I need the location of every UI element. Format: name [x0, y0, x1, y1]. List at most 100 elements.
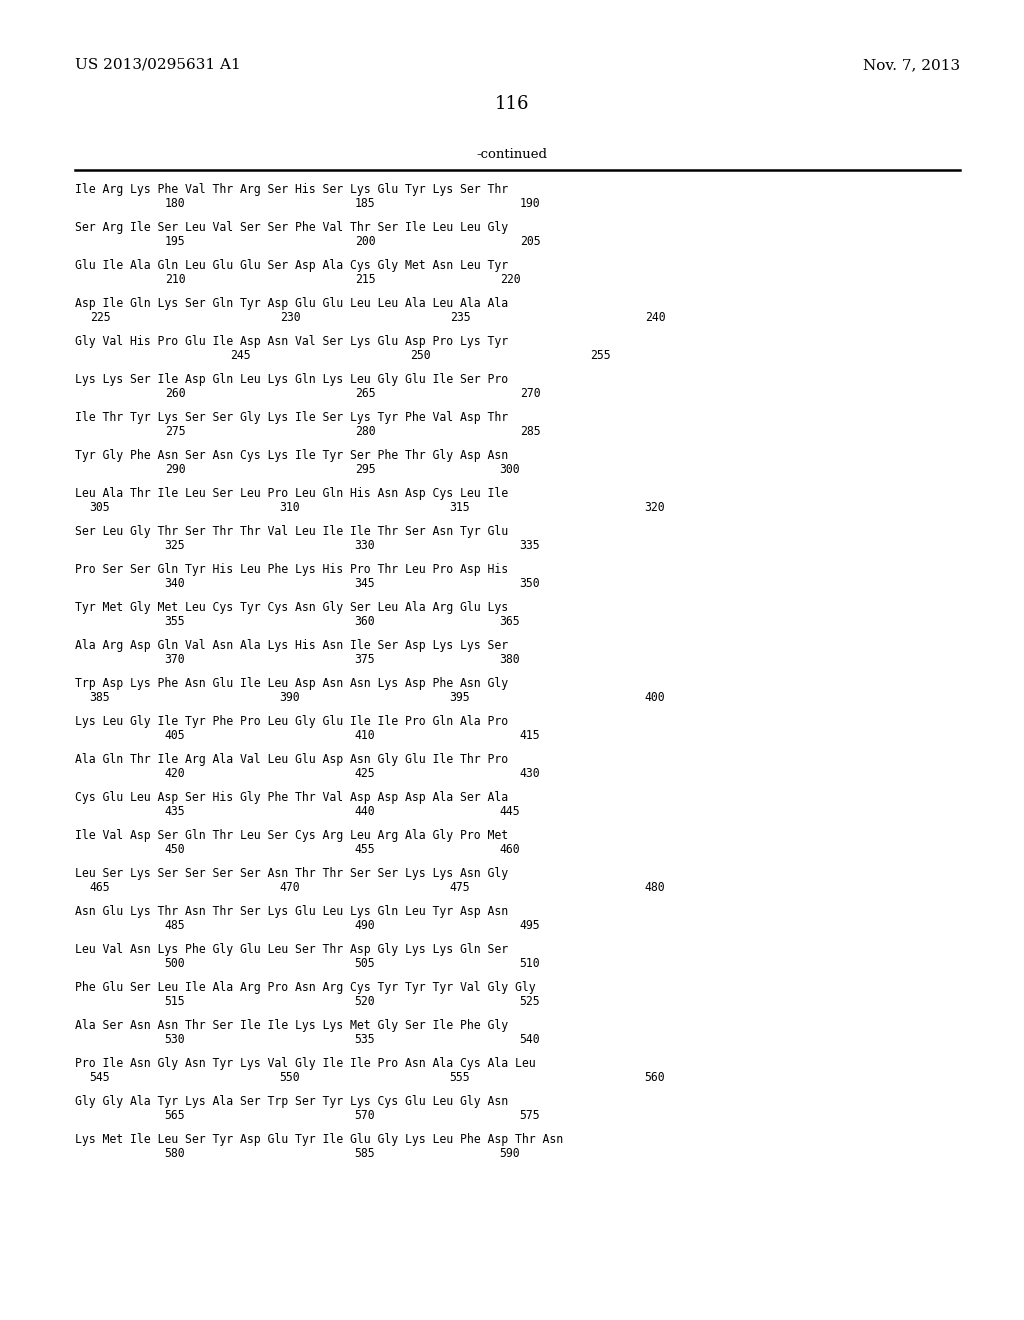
Text: 200: 200: [354, 235, 376, 248]
Text: Ala Arg Asp Gln Val Asn Ala Lys His Asn Ile Ser Asp Lys Lys Ser: Ala Arg Asp Gln Val Asn Ala Lys His Asn …: [75, 639, 508, 652]
Text: 215: 215: [354, 273, 376, 286]
Text: Gly Gly Ala Tyr Lys Ala Ser Trp Ser Tyr Lys Cys Glu Leu Gly Asn: Gly Gly Ala Tyr Lys Ala Ser Trp Ser Tyr …: [75, 1096, 508, 1107]
Text: Nov. 7, 2013: Nov. 7, 2013: [863, 58, 961, 73]
Text: 495: 495: [520, 919, 541, 932]
Text: Ser Leu Gly Thr Ser Thr Thr Val Leu Ile Ile Thr Ser Asn Tyr Glu: Ser Leu Gly Thr Ser Thr Thr Val Leu Ile …: [75, 525, 508, 539]
Text: -continued: -continued: [476, 148, 548, 161]
Text: 370: 370: [165, 653, 185, 667]
Text: 355: 355: [165, 615, 185, 628]
Text: 280: 280: [354, 425, 376, 438]
Text: 350: 350: [520, 577, 541, 590]
Text: 290: 290: [165, 463, 185, 477]
Text: Lys Met Ile Leu Ser Tyr Asp Glu Tyr Ile Glu Gly Lys Leu Phe Asp Thr Asn: Lys Met Ile Leu Ser Tyr Asp Glu Tyr Ile …: [75, 1133, 563, 1146]
Text: 395: 395: [450, 690, 470, 704]
Text: 440: 440: [354, 805, 376, 818]
Text: Ala Gln Thr Ile Arg Ala Val Leu Glu Asp Asn Gly Glu Ile Thr Pro: Ala Gln Thr Ile Arg Ala Val Leu Glu Asp …: [75, 752, 508, 766]
Text: Leu Ala Thr Ile Leu Ser Leu Pro Leu Gln His Asn Asp Cys Leu Ile: Leu Ala Thr Ile Leu Ser Leu Pro Leu Gln …: [75, 487, 508, 500]
Text: 230: 230: [280, 312, 300, 323]
Text: 380: 380: [500, 653, 520, 667]
Text: 535: 535: [354, 1034, 376, 1045]
Text: 340: 340: [165, 577, 185, 590]
Text: 180: 180: [165, 197, 185, 210]
Text: 265: 265: [354, 387, 376, 400]
Text: 360: 360: [354, 615, 376, 628]
Text: 580: 580: [165, 1147, 185, 1160]
Text: 415: 415: [520, 729, 541, 742]
Text: 330: 330: [354, 539, 376, 552]
Text: 245: 245: [229, 348, 250, 362]
Text: 470: 470: [280, 880, 300, 894]
Text: 590: 590: [500, 1147, 520, 1160]
Text: 500: 500: [165, 957, 185, 970]
Text: Asp Ile Gln Lys Ser Gln Tyr Asp Glu Glu Leu Leu Ala Leu Ala Ala: Asp Ile Gln Lys Ser Gln Tyr Asp Glu Glu …: [75, 297, 508, 310]
Text: 450: 450: [165, 843, 185, 855]
Text: Ala Ser Asn Asn Thr Ser Ile Ile Lys Lys Met Gly Ser Ile Phe Gly: Ala Ser Asn Asn Thr Ser Ile Ile Lys Lys …: [75, 1019, 508, 1032]
Text: Lys Leu Gly Ile Tyr Phe Pro Leu Gly Glu Ile Ile Pro Gln Ala Pro: Lys Leu Gly Ile Tyr Phe Pro Leu Gly Glu …: [75, 715, 508, 729]
Text: 235: 235: [450, 312, 470, 323]
Text: 320: 320: [645, 502, 666, 513]
Text: 530: 530: [165, 1034, 185, 1045]
Text: 565: 565: [165, 1109, 185, 1122]
Text: 445: 445: [500, 805, 520, 818]
Text: 220: 220: [500, 273, 520, 286]
Text: 285: 285: [520, 425, 541, 438]
Text: 385: 385: [90, 690, 111, 704]
Text: 430: 430: [520, 767, 541, 780]
Text: 365: 365: [500, 615, 520, 628]
Text: Ser Arg Ile Ser Leu Val Ser Ser Phe Val Thr Ser Ile Leu Leu Gly: Ser Arg Ile Ser Leu Val Ser Ser Phe Val …: [75, 220, 508, 234]
Text: Trp Asp Lys Phe Asn Glu Ile Leu Asp Asn Asn Lys Asp Phe Asn Gly: Trp Asp Lys Phe Asn Glu Ile Leu Asp Asn …: [75, 677, 508, 690]
Text: 305: 305: [90, 502, 111, 513]
Text: 420: 420: [165, 767, 185, 780]
Text: 270: 270: [520, 387, 541, 400]
Text: 520: 520: [354, 995, 376, 1008]
Text: 325: 325: [165, 539, 185, 552]
Text: 300: 300: [500, 463, 520, 477]
Text: Glu Ile Ala Gln Leu Glu Glu Ser Asp Ala Cys Gly Met Asn Leu Tyr: Glu Ile Ala Gln Leu Glu Glu Ser Asp Ala …: [75, 259, 508, 272]
Text: 480: 480: [645, 880, 666, 894]
Text: 425: 425: [354, 767, 376, 780]
Text: Asn Glu Lys Thr Asn Thr Ser Lys Glu Leu Lys Gln Leu Tyr Asp Asn: Asn Glu Lys Thr Asn Thr Ser Lys Glu Leu …: [75, 906, 508, 917]
Text: 310: 310: [280, 502, 300, 513]
Text: 225: 225: [90, 312, 111, 323]
Text: US 2013/0295631 A1: US 2013/0295631 A1: [75, 58, 241, 73]
Text: 585: 585: [354, 1147, 376, 1160]
Text: 505: 505: [354, 957, 376, 970]
Text: 190: 190: [520, 197, 541, 210]
Text: 515: 515: [165, 995, 185, 1008]
Text: 375: 375: [354, 653, 376, 667]
Text: 575: 575: [520, 1109, 541, 1122]
Text: Leu Val Asn Lys Phe Gly Glu Leu Ser Thr Asp Gly Lys Lys Gln Ser: Leu Val Asn Lys Phe Gly Glu Leu Ser Thr …: [75, 942, 508, 956]
Text: 345: 345: [354, 577, 376, 590]
Text: 490: 490: [354, 919, 376, 932]
Text: Ile Thr Tyr Lys Ser Ser Gly Lys Ile Ser Lys Tyr Phe Val Asp Thr: Ile Thr Tyr Lys Ser Ser Gly Lys Ile Ser …: [75, 411, 508, 424]
Text: 545: 545: [90, 1071, 111, 1084]
Text: 260: 260: [165, 387, 185, 400]
Text: 555: 555: [450, 1071, 470, 1084]
Text: 540: 540: [520, 1034, 541, 1045]
Text: 185: 185: [354, 197, 376, 210]
Text: 435: 435: [165, 805, 185, 818]
Text: 485: 485: [165, 919, 185, 932]
Text: 405: 405: [165, 729, 185, 742]
Text: 295: 295: [354, 463, 376, 477]
Text: 250: 250: [410, 348, 430, 362]
Text: 560: 560: [645, 1071, 666, 1084]
Text: 335: 335: [520, 539, 541, 552]
Text: 455: 455: [354, 843, 376, 855]
Text: 195: 195: [165, 235, 185, 248]
Text: Cys Glu Leu Asp Ser His Gly Phe Thr Val Asp Asp Asp Ala Ser Ala: Cys Glu Leu Asp Ser His Gly Phe Thr Val …: [75, 791, 508, 804]
Text: 205: 205: [520, 235, 541, 248]
Text: Tyr Gly Phe Asn Ser Asn Cys Lys Ile Tyr Ser Phe Thr Gly Asp Asn: Tyr Gly Phe Asn Ser Asn Cys Lys Ile Tyr …: [75, 449, 508, 462]
Text: Pro Ile Asn Gly Asn Tyr Lys Val Gly Ile Ile Pro Asn Ala Cys Ala Leu: Pro Ile Asn Gly Asn Tyr Lys Val Gly Ile …: [75, 1057, 536, 1071]
Text: Lys Lys Ser Ile Asp Gln Leu Lys Gln Lys Leu Gly Glu Ile Ser Pro: Lys Lys Ser Ile Asp Gln Leu Lys Gln Lys …: [75, 374, 508, 385]
Text: 460: 460: [500, 843, 520, 855]
Text: Phe Glu Ser Leu Ile Ala Arg Pro Asn Arg Cys Tyr Tyr Tyr Val Gly Gly: Phe Glu Ser Leu Ile Ala Arg Pro Asn Arg …: [75, 981, 536, 994]
Text: 240: 240: [645, 312, 666, 323]
Text: Leu Ser Lys Ser Ser Ser Ser Asn Thr Thr Ser Ser Lys Lys Asn Gly: Leu Ser Lys Ser Ser Ser Ser Asn Thr Thr …: [75, 867, 508, 880]
Text: 255: 255: [590, 348, 610, 362]
Text: 315: 315: [450, 502, 470, 513]
Text: 390: 390: [280, 690, 300, 704]
Text: Pro Ser Ser Gln Tyr His Leu Phe Lys His Pro Thr Leu Pro Asp His: Pro Ser Ser Gln Tyr His Leu Phe Lys His …: [75, 564, 508, 576]
Text: 570: 570: [354, 1109, 376, 1122]
Text: 475: 475: [450, 880, 470, 894]
